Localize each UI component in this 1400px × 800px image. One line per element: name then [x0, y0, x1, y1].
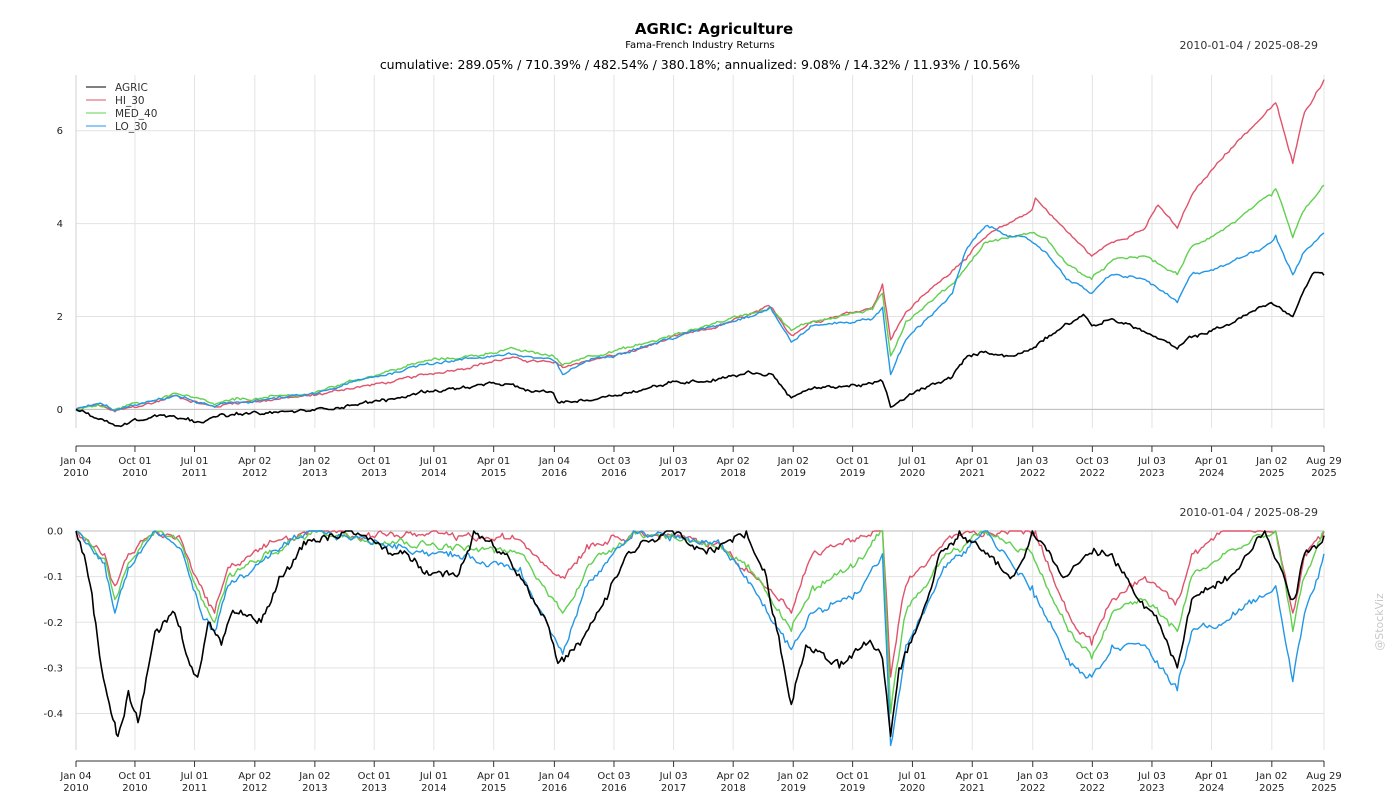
cumulative-y-tick-label-1: 2 — [57, 312, 63, 323]
legend-label-hi-30: HI_30 — [115, 95, 145, 107]
drawdown-x-tick-label-0: Jan 04 2010 — [59, 771, 91, 794]
drawdown-series-agric — [75, 530, 1325, 738]
drawdown-x-tick-label-18: Jul 03 2023 — [1137, 771, 1166, 794]
drawdown-x-tick-label-7: Apr 01 2015 — [477, 771, 510, 794]
legend-label-agric: AGRIC — [115, 82, 148, 94]
cumulative-y-tick-label-2: 4 — [57, 219, 63, 230]
cumulative-x-tick-label-5: Oct 01 2013 — [358, 456, 391, 479]
drawdown-x-tick-label-2: Jul 01 2011 — [180, 771, 209, 794]
cumulative-x-tick-label-8: Jan 04 2016 — [538, 456, 570, 479]
drawdown-x-tick-label-21: Aug 29 2025 — [1306, 771, 1341, 794]
cumulative-x-tick-label-6: Jul 01 2014 — [419, 456, 448, 479]
drawdown-x-tick-label-3: Apr 02 2012 — [238, 771, 271, 794]
drawdown-x-tick-label-17: Oct 03 2022 — [1076, 771, 1109, 794]
drawdown-x-tick-label-19: Apr 01 2024 — [1195, 771, 1228, 794]
stats-line: cumulative: 289.05% / 710.39% / 482.54% … — [380, 57, 1020, 72]
drawdown-x-tick-label-8: Jan 04 2016 — [538, 771, 570, 794]
drawdown-x-tick-label-10: Jul 03 2017 — [659, 771, 688, 794]
cumulative-x-tick-label-12: Jan 02 2019 — [777, 456, 809, 479]
cumulative-x-tick-label-19: Apr 01 2024 — [1195, 456, 1228, 479]
cumulative-x-tick-label-17: Oct 03 2022 — [1076, 456, 1109, 479]
cumulative-x-tick-label-11: Apr 02 2018 — [717, 456, 750, 479]
cumulative-x-tick-label-16: Jan 03 2022 — [1016, 456, 1048, 479]
legend-label-lo-30: LO_30 — [115, 121, 147, 133]
drawdown-y-tick-label-4: -0.4 — [43, 709, 63, 720]
drawdown-x-tick-label-15: Apr 01 2021 — [956, 771, 989, 794]
drawdown-x-tick-label-20: Jan 02 2025 — [1255, 771, 1287, 794]
drawdown-x-tick-label-4: Jan 02 2013 — [298, 771, 330, 794]
cumulative-x-tick-label-13: Oct 01 2019 — [836, 456, 869, 479]
cumulative-series-lo-30 — [75, 224, 1325, 412]
cumulative-series-med-40 — [75, 184, 1325, 412]
drawdown-x-tick-label-6: Jul 01 2014 — [419, 771, 448, 794]
chart-subtitle: Fama-French Industry Returns — [625, 40, 775, 51]
cumulative-panel: Jan 04 2010 Oct 01 2010 Jul 01 2011 Apr 02 2012… — [57, 75, 1342, 479]
drawdown-x-tick-label-12: Jan 02 2019 — [777, 771, 809, 794]
cumulative-series-agric — [75, 271, 1325, 428]
cumulative-x-tick-label-15: Apr 01 2021 — [956, 456, 989, 479]
drawdown-x-tick-label-9: Oct 03 2016 — [597, 771, 630, 794]
cumulative-x-tick-label-0: Jan 04 2010 — [59, 456, 91, 479]
cumulative-x-tick-label-20: Jan 02 2025 — [1255, 456, 1287, 479]
cumulative-x-tick-label-10: Jul 03 2017 — [659, 456, 688, 479]
cumulative-x-tick-label-18: Jul 03 2023 — [1137, 456, 1166, 479]
cumulative-x-tick-label-7: Apr 01 2015 — [477, 456, 510, 479]
drawdown-y-tick-label-2: -0.2 — [43, 618, 63, 629]
drawdown-x-tick-label-11: Apr 02 2018 — [717, 771, 750, 794]
drawdown-x-tick-label-5: Oct 01 2013 — [358, 771, 391, 794]
drawdown-y-tick-label-0: 0.0 — [47, 527, 63, 538]
cumulative-x-tick-label-4: Jan 02 2013 — [298, 456, 330, 479]
drawdown-x-tick-label-13: Oct 01 2019 — [836, 771, 869, 794]
drawdown-x-tick-label-1: Oct 01 2010 — [118, 771, 151, 794]
cumulative-x-tick-label-21: Aug 29 2025 — [1306, 456, 1341, 479]
drawdown-y-tick-label-1: -0.1 — [43, 572, 63, 583]
chart-title: AGRIC: Agriculture — [635, 20, 793, 38]
legend-label-med-40: MED_40 — [115, 108, 157, 120]
date-range-bottom: 2010-01-04 / 2025-08-29 — [1179, 506, 1318, 519]
cumulative-x-tick-label-2: Jul 01 2011 — [180, 456, 209, 479]
cumulative-y-tick-label-0: 0 — [57, 405, 63, 416]
cumulative-y-tick-label-3: 6 — [57, 126, 63, 137]
drawdown-panel: Jan 04 2010 Oct 01 2010 Jul 01 2011 Apr 02 2012… — [43, 527, 1341, 795]
drawdown-x-tick-label-16: Jan 03 2022 — [1016, 771, 1048, 794]
cumulative-x-tick-label-9: Oct 03 2016 — [597, 456, 630, 479]
drawdown-x-tick-label-14: Jul 01 2020 — [897, 771, 926, 794]
watermark: @StockViz — [1373, 593, 1386, 651]
cumulative-x-tick-label-1: Oct 01 2010 — [118, 456, 151, 479]
cumulative-x-tick-label-14: Jul 01 2020 — [897, 456, 926, 479]
drawdown-series-lo-30 — [75, 530, 1325, 747]
date-range-top: 2010-01-04 / 2025-08-29 — [1179, 39, 1318, 52]
cumulative-x-tick-label-3: Apr 02 2012 — [238, 456, 271, 479]
drawdown-y-tick-label-3: -0.3 — [43, 663, 63, 674]
